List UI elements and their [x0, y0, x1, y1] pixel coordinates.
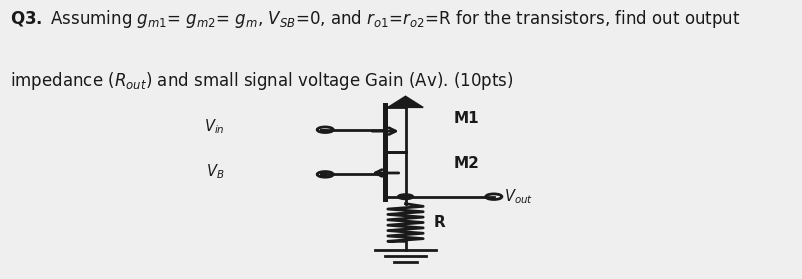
Circle shape [397, 194, 413, 199]
Text: $V_{out}$: $V_{out}$ [504, 187, 533, 206]
Text: $V_B$: $V_B$ [206, 162, 225, 181]
Text: $V_{in}$: $V_{in}$ [204, 117, 225, 136]
Text: $\mathbf{Q3.}$ Assuming $g_{m1}$= $g_{m2}$= $g_m$, $V_{SB}$=0, and $r_{o1}$=$r_{: $\mathbf{Q3.}$ Assuming $g_{m1}$= $g_{m2… [10, 8, 740, 30]
Polygon shape [387, 96, 423, 107]
Text: impedance ($R_{out}$) and small signal voltage Gain (Av). (10pts): impedance ($R_{out}$) and small signal v… [10, 70, 513, 92]
Text: M2: M2 [453, 156, 479, 171]
Text: M1: M1 [453, 111, 479, 126]
Text: R: R [433, 215, 445, 230]
